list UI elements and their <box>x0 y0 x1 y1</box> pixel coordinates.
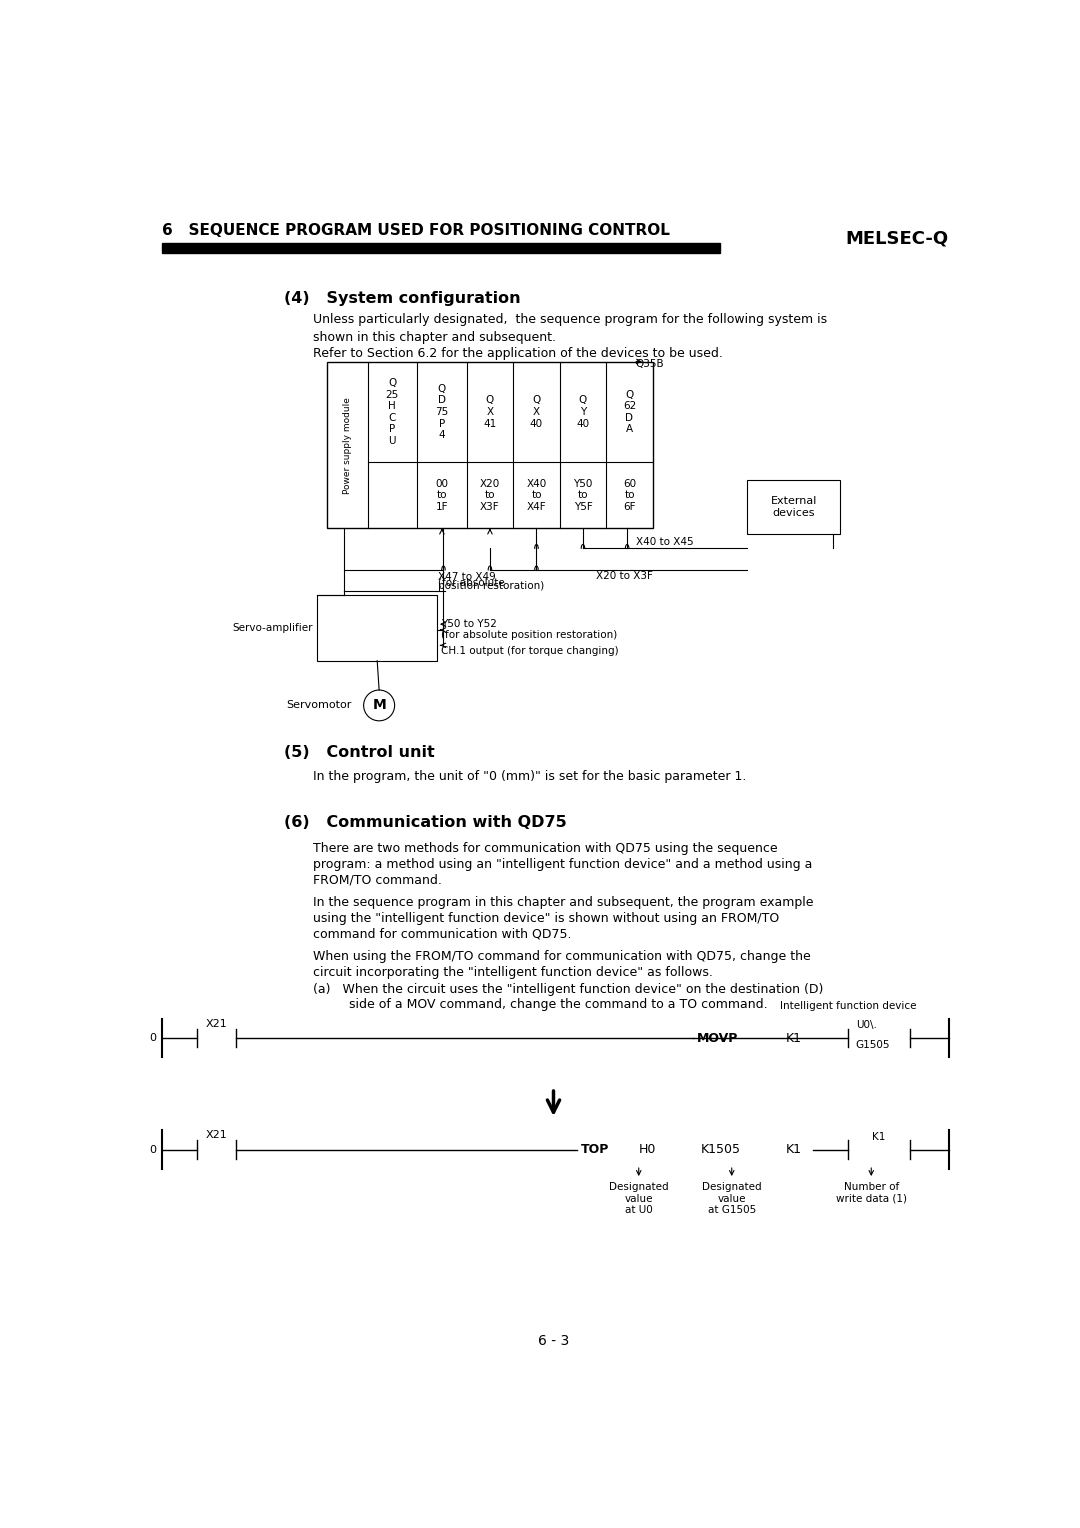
Text: Q
X
41: Q X 41 <box>484 396 497 429</box>
Text: 0: 0 <box>149 1144 156 1155</box>
Text: Intelligent function device: Intelligent function device <box>780 1001 916 1012</box>
Text: K1: K1 <box>873 1132 886 1141</box>
Text: Q
D
75
P
4: Q D 75 P 4 <box>435 384 448 440</box>
Text: (for absolute position restoration): (for absolute position restoration) <box>441 631 618 640</box>
Text: Q
X
40: Q X 40 <box>530 396 543 429</box>
Text: G1505: G1505 <box>855 1039 890 1050</box>
Text: Servo-amplifier: Servo-amplifier <box>233 623 313 633</box>
Text: 0: 0 <box>149 1033 156 1044</box>
Text: (4)   System configuration: (4) System configuration <box>284 292 521 306</box>
Text: TOP: TOP <box>581 1143 609 1157</box>
Bar <box>327 362 652 529</box>
Text: Refer to Section 6.2 for the application of the devices to be used.: Refer to Section 6.2 for the application… <box>313 347 724 359</box>
Text: External
devices: External devices <box>770 497 816 518</box>
Text: Y50 to Y52: Y50 to Y52 <box>441 619 497 630</box>
Text: (5)   Control unit: (5) Control unit <box>284 746 434 761</box>
Text: MOVP: MOVP <box>697 1031 739 1045</box>
Text: Number of
write data (1): Number of write data (1) <box>836 1183 907 1204</box>
Text: Q
62
D
A: Q 62 D A <box>623 390 636 434</box>
Text: 6 - 3: 6 - 3 <box>538 1334 569 1348</box>
Text: MELSEC-Q: MELSEC-Q <box>846 229 948 248</box>
Text: X40 to X45: X40 to X45 <box>636 536 694 547</box>
Text: Y50
to
Y5F: Y50 to Y5F <box>573 478 593 512</box>
Text: X20
to
X3F: X20 to X3F <box>480 478 500 512</box>
Text: Q35B: Q35B <box>635 359 663 368</box>
Text: 00
to
1F: 00 to 1F <box>435 478 448 512</box>
Text: Designated
value
at U0: Designated value at U0 <box>609 1183 669 1215</box>
Text: using the "intelligent function device" is shown without using an FROM/TO: using the "intelligent function device" … <box>313 912 780 924</box>
Text: U0\.: U0\. <box>855 1021 877 1030</box>
Text: 60
to
6F: 60 to 6F <box>623 478 636 512</box>
Bar <box>747 480 840 533</box>
Text: (a)   When the circuit uses the "intelligent function device" on the destination: (a) When the circuit uses the "intellige… <box>313 983 824 996</box>
Text: Q
25
H
C
P
U: Q 25 H C P U <box>386 377 399 446</box>
Text: FROM/TO command.: FROM/TO command. <box>313 874 442 886</box>
Bar <box>318 596 437 660</box>
Text: K1: K1 <box>786 1143 802 1157</box>
Text: K1: K1 <box>786 1031 802 1045</box>
Text: X20 to X3F: X20 to X3F <box>596 571 652 582</box>
Text: X21: X21 <box>205 1019 227 1028</box>
Text: X40
to
X4F: X40 to X4F <box>526 478 546 512</box>
Text: (6)   Communication with QD75: (6) Communication with QD75 <box>284 814 567 830</box>
Text: In the sequence program in this chapter and subsequent, the program example: In the sequence program in this chapter … <box>313 897 813 909</box>
Text: (for absolute: (for absolute <box>438 578 504 587</box>
Text: command for communication with QD75.: command for communication with QD75. <box>313 927 571 940</box>
Text: shown in this chapter and subsequent.: shown in this chapter and subsequent. <box>313 332 556 344</box>
Text: Unless particularly designated,  the sequence program for the following system i: Unless particularly designated, the sequ… <box>313 313 827 325</box>
Text: When using the FROM/TO command for communication with QD75, change the: When using the FROM/TO command for commu… <box>313 950 811 963</box>
Text: There are two methods for communication with QD75 using the sequence: There are two methods for communication … <box>313 842 778 856</box>
Text: X21: X21 <box>205 1131 227 1140</box>
Text: Q
Y
40: Q Y 40 <box>577 396 590 429</box>
Text: Servomotor: Servomotor <box>286 700 352 711</box>
Text: 6   SEQUENCE PROGRAM USED FOR POSITIONING CONTROL: 6 SEQUENCE PROGRAM USED FOR POSITIONING … <box>162 223 670 238</box>
Text: Designated
value
at G1505: Designated value at G1505 <box>702 1183 761 1215</box>
Bar <box>162 243 720 252</box>
Text: In the program, the unit of "0 (mm)" is set for the basic parameter 1.: In the program, the unit of "0 (mm)" is … <box>313 770 746 784</box>
Text: CH.1 output (for torque changing): CH.1 output (for torque changing) <box>441 646 619 656</box>
Text: position restoration): position restoration) <box>438 581 544 591</box>
Text: Power supply module: Power supply module <box>342 397 352 494</box>
Text: X47 to X49: X47 to X49 <box>438 571 496 582</box>
Text: K1505: K1505 <box>701 1143 741 1157</box>
Text: M: M <box>373 698 386 712</box>
Text: circuit incorporating the "intelligent function device" as follows.: circuit incorporating the "intelligent f… <box>313 966 713 978</box>
Text: side of a MOV command, change the command to a TO command.: side of a MOV command, change the comman… <box>313 998 768 1012</box>
Text: program: a method using an "intelligent function device" and a method using a: program: a method using an "intelligent … <box>313 857 812 871</box>
Text: H0: H0 <box>638 1143 657 1157</box>
